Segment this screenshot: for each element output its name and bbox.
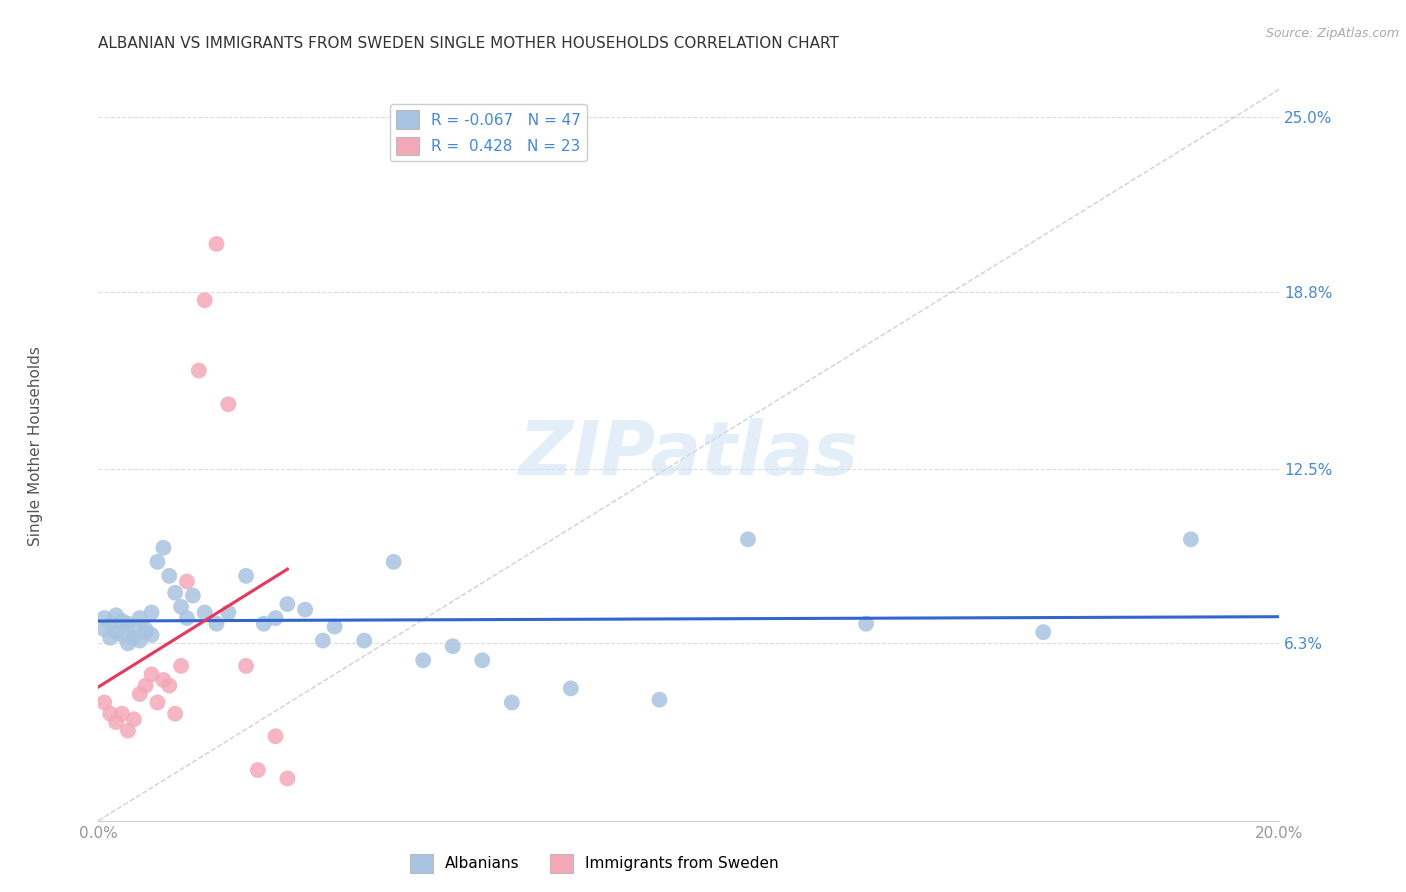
Point: [122, 631, 145, 645]
Point: [165, 706, 187, 721]
Point: [111, 706, 134, 721]
Point: [648, 692, 671, 706]
Point: [1180, 533, 1202, 547]
Point: [312, 633, 335, 648]
Point: [194, 293, 217, 308]
Point: [353, 633, 375, 648]
Point: [194, 606, 217, 620]
Point: [181, 589, 204, 603]
Legend: Albanians, Immigrants from Sweden: Albanians, Immigrants from Sweden: [404, 848, 785, 879]
Point: [176, 611, 198, 625]
Point: [117, 616, 139, 631]
Text: ALBANIAN VS IMMIGRANTS FROM SWEDEN SINGLE MOTHER HOUSEHOLDS CORRELATION CHART: ALBANIAN VS IMMIGRANTS FROM SWEDEN SINGL…: [98, 36, 839, 51]
Text: Single Mother Households: Single Mother Households: [28, 346, 42, 546]
Point: [93, 611, 115, 625]
Point: [441, 639, 464, 653]
Point: [128, 633, 150, 648]
Point: [111, 614, 134, 628]
Point: [165, 586, 187, 600]
Point: [117, 723, 139, 738]
Point: [217, 397, 239, 411]
Point: [105, 625, 128, 640]
Point: [128, 611, 150, 625]
Point: [253, 616, 276, 631]
Point: [146, 555, 169, 569]
Point: [1032, 625, 1054, 640]
Point: [141, 606, 163, 620]
Point: [276, 597, 298, 611]
Point: [246, 763, 269, 777]
Point: [157, 569, 180, 583]
Point: [235, 569, 257, 583]
Point: [141, 628, 163, 642]
Point: [135, 679, 157, 693]
Point: [323, 619, 346, 633]
Point: [135, 623, 157, 637]
Point: [235, 659, 257, 673]
Point: [122, 623, 145, 637]
Text: ZIPatlas: ZIPatlas: [519, 418, 859, 491]
Point: [157, 679, 180, 693]
Point: [105, 715, 128, 730]
Point: [152, 673, 174, 687]
Point: [135, 625, 157, 640]
Point: [98, 616, 121, 631]
Point: [217, 606, 239, 620]
Point: [264, 611, 287, 625]
Point: [264, 729, 287, 743]
Point: [187, 363, 209, 377]
Point: [98, 631, 121, 645]
Point: [294, 602, 316, 616]
Point: [111, 628, 134, 642]
Point: [737, 533, 759, 547]
Point: [122, 712, 145, 726]
Text: Source: ZipAtlas.com: Source: ZipAtlas.com: [1265, 27, 1399, 40]
Point: [560, 681, 582, 696]
Point: [412, 653, 434, 667]
Point: [501, 696, 523, 710]
Point: [205, 616, 228, 631]
Point: [146, 696, 169, 710]
Point: [170, 599, 193, 614]
Point: [855, 616, 877, 631]
Point: [152, 541, 174, 555]
Point: [276, 772, 298, 786]
Point: [141, 667, 163, 681]
Point: [105, 608, 128, 623]
Point: [117, 636, 139, 650]
Point: [176, 574, 198, 589]
Point: [98, 706, 121, 721]
Point: [382, 555, 405, 569]
Point: [471, 653, 494, 667]
Point: [93, 696, 115, 710]
Point: [205, 236, 228, 251]
Point: [170, 659, 193, 673]
Point: [93, 623, 115, 637]
Point: [128, 687, 150, 701]
